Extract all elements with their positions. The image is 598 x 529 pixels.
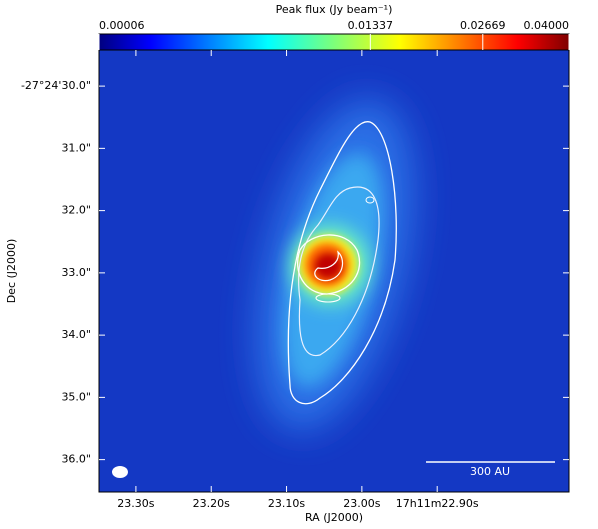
y-tick-label: -27°24'30.0" (21, 79, 91, 92)
colorbar-label: Peak flux (Jy beam⁻¹) (276, 3, 393, 16)
x-tick-label: 23.00s (343, 497, 380, 510)
colorbar-tick-label: 0.04000 (524, 19, 570, 32)
y-tick-label: 31.0" (61, 141, 91, 154)
colorbar-tick-label: 0.01337 (348, 19, 394, 32)
y-axis-label: Dec (J2000) (5, 239, 18, 304)
image (99, 50, 569, 492)
beam (112, 466, 128, 478)
x-axis-label: RA (J2000) (305, 511, 363, 524)
y-tick-label: 32.0" (61, 204, 91, 217)
x-tick-label: 17h11m22.90s (396, 497, 479, 510)
colorbar (98, 33, 570, 51)
scale-bar-label: 300 AU (470, 465, 510, 478)
y-tick-label: 34.0" (61, 328, 91, 341)
colorbar-tick-label: 0.00006 (99, 19, 145, 32)
x-tick-label: 23.20s (193, 497, 230, 510)
y-tick-label: 35.0" (61, 390, 91, 403)
x-tick-label: 23.10s (268, 497, 305, 510)
x-tick-label: 23.30s (117, 497, 154, 510)
y-tick-label: 33.0" (61, 266, 91, 279)
colorbar-tick-label: 0.02669 (460, 19, 506, 32)
y-tick-label: 36.0" (61, 453, 91, 466)
